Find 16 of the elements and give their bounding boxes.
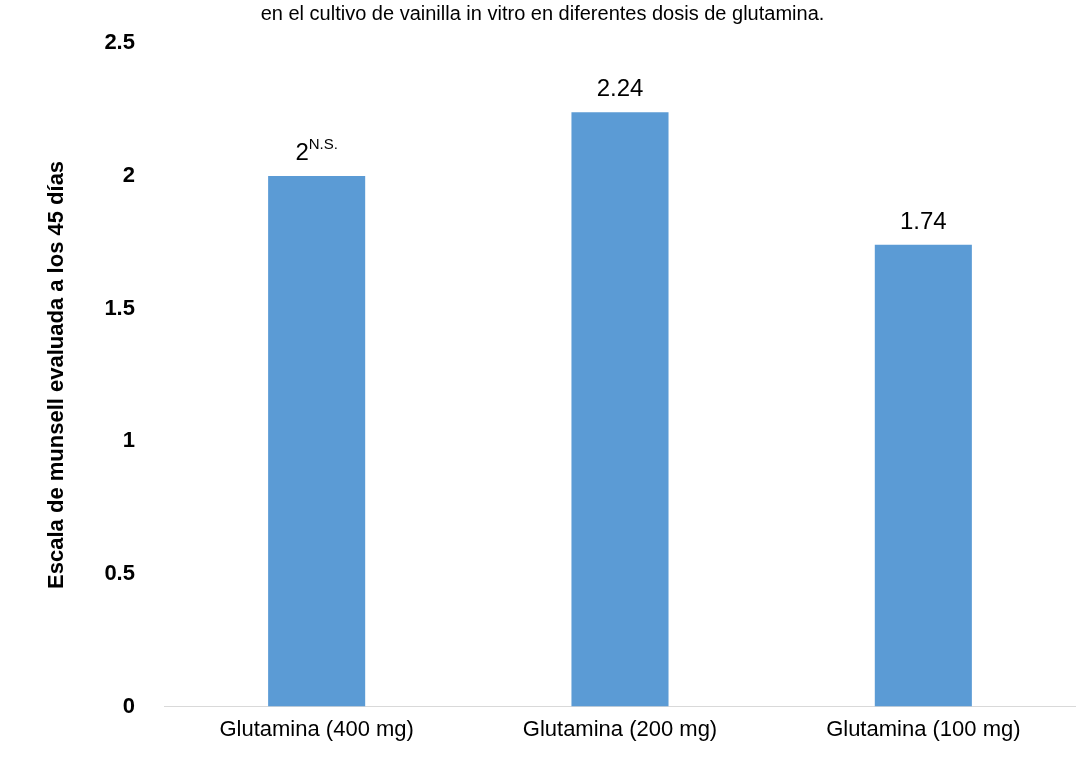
y-tick-label: 2 bbox=[122, 161, 135, 187]
x-tick-label: Glutamina (200 mg) bbox=[522, 715, 718, 741]
x-tick-label: Glutamina (400 mg) bbox=[219, 715, 414, 741]
y-tick-label: 2.5 bbox=[104, 29, 135, 55]
bar bbox=[268, 175, 366, 707]
chart-title: en el cultivo de vainilla in vitro en diferentes dosis de glutamina. bbox=[259, 2, 826, 25]
data-label: 1.74 bbox=[899, 206, 947, 234]
y-tick-label: 0 bbox=[122, 692, 135, 718]
y-axis-title: Escala de munsell evaluada a los 45 días bbox=[43, 160, 69, 589]
y-tick-label: 0.5 bbox=[104, 559, 135, 585]
bar bbox=[571, 112, 669, 707]
bar bbox=[874, 244, 972, 707]
x-tick-label: Glutamina (100 mg) bbox=[826, 715, 1021, 741]
data-label: 2.24 bbox=[596, 74, 644, 102]
y-tick-label: 1.5 bbox=[104, 294, 135, 320]
y-tick-label: 1 bbox=[122, 427, 135, 453]
